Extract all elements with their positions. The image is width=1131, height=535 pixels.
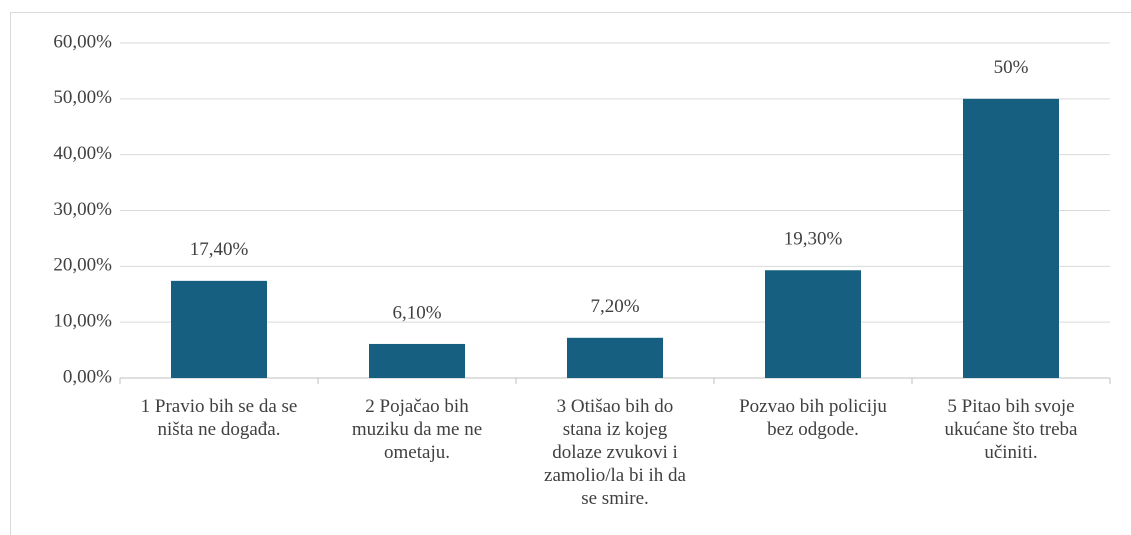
- x-tick-label: 5 Pitao bih svoje ukućane što treba učinit…: [945, 396, 1079, 463]
- y-tick-label: 0,00%: [63, 366, 112, 387]
- y-tick-label: 30,00%: [53, 199, 112, 220]
- y-tick-label: 40,00%: [53, 143, 112, 164]
- x-tick-label: 1 Pravio bih se da se ništa ne događa.: [141, 396, 298, 440]
- x-tick-label-line: 5 Pitao bih svoje: [947, 396, 1074, 417]
- y-tick-label: 50,00%: [53, 87, 112, 108]
- bar: [963, 98, 1059, 378]
- bar: [171, 280, 267, 378]
- bar: [369, 343, 465, 378]
- x-tick-label-line: zamolio/la bi ih da: [544, 465, 687, 486]
- x-tick-label-line: ništa ne događa.: [158, 419, 281, 440]
- x-tick-label-line: 1 Pravio bih se da se: [141, 396, 298, 417]
- x-tick-label-line: 3 Otišao bih do: [557, 396, 674, 417]
- x-tick-label: 2 Pojačao bih muziku da me ne ometaju.: [352, 396, 482, 463]
- value-label: 17,40%: [190, 239, 249, 260]
- x-tick-label-line: 2 Pojačao bih: [365, 396, 469, 417]
- y-tick-label: 60,00%: [53, 31, 112, 52]
- x-tick-label-line: dolaze zvukovi i: [552, 442, 678, 463]
- value-label: 19,30%: [784, 229, 843, 250]
- bar: [567, 337, 663, 378]
- y-tick-label: 10,00%: [53, 311, 112, 332]
- bar: [765, 270, 861, 378]
- x-tick-label-line: učiniti.: [984, 442, 1037, 463]
- x-tick-label-line: ometaju.: [384, 442, 450, 463]
- x-tick-label-line: Pozvao bih policiju: [739, 396, 887, 417]
- x-tick-label: Pozvao bih policiju bez odgode.: [739, 396, 887, 440]
- value-label: 6,10%: [392, 302, 441, 323]
- y-tick-label: 20,00%: [53, 255, 112, 276]
- x-tick-label-line: ukućane što treba: [945, 419, 1079, 440]
- x-tick-label-line: muziku da me ne: [352, 419, 482, 440]
- x-tick-label-line: bez odgode.: [767, 419, 859, 440]
- x-tick-label: 3 Otišao bih do stana iz kojeg dolaze zvuk…: [544, 396, 687, 509]
- value-label: 7,20%: [590, 296, 639, 317]
- value-label: 50%: [994, 57, 1029, 78]
- x-tick-label-line: stana iz kojeg: [563, 419, 668, 440]
- x-tick-label-line: se smire.: [581, 488, 649, 509]
